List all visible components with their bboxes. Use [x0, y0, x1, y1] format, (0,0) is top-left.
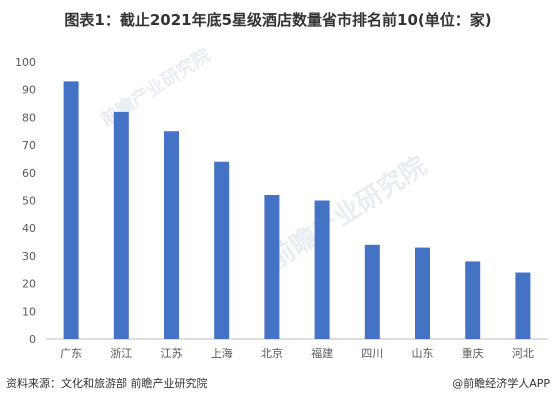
bar-8	[465, 261, 481, 339]
y-tick-label: 30	[22, 250, 36, 263]
bar-3	[214, 161, 230, 339]
y-tick-label: 20	[22, 278, 36, 291]
bar-1	[113, 111, 129, 339]
y-tick-label: 40	[22, 222, 36, 235]
y-tick-label: 80	[22, 111, 36, 124]
bar-5	[314, 200, 330, 339]
y-tick-label: 90	[22, 84, 36, 97]
y-tick-label: 0	[29, 333, 36, 346]
bar-2	[164, 131, 179, 339]
x-tick-label: 山东	[412, 347, 434, 360]
credit-note: @前瞻经济学人APP	[452, 377, 550, 390]
y-tick-label: 100	[15, 56, 36, 69]
x-tick-label: 河北	[512, 347, 534, 360]
bar-4	[264, 194, 280, 339]
bar-6	[364, 244, 380, 339]
bar-7	[415, 247, 430, 339]
x-tick-label: 浙江	[110, 347, 132, 360]
bar-0	[63, 81, 79, 339]
x-tick-label: 江苏	[161, 347, 183, 360]
x-tick-label: 重庆	[462, 346, 484, 360]
bar-9	[515, 272, 531, 339]
y-tick-label: 70	[22, 139, 36, 152]
x-tick-label: 广东	[60, 347, 82, 360]
x-tick-label: 北京	[261, 346, 283, 360]
y-tick-label: 10	[22, 305, 36, 318]
y-tick-label: 50	[22, 195, 36, 208]
chart-title: 图表1：截止2021年底5星级酒店数量省市排名前10(单位：家)	[64, 11, 492, 29]
source-note: 资料来源：文化和旅游部 前瞻产业研究院	[6, 377, 208, 390]
x-tick-label: 四川	[361, 347, 383, 360]
x-tick-label: 上海	[211, 346, 233, 360]
x-tick-label: 福建	[311, 346, 333, 360]
y-tick-label: 60	[22, 167, 36, 180]
